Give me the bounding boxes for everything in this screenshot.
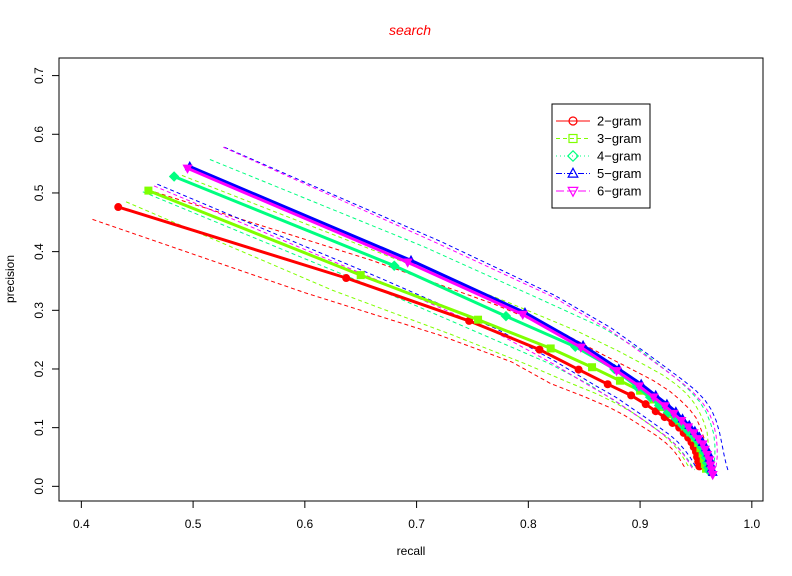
x-tick-label: 0.8 [520,517,537,531]
data-point [615,376,624,385]
x-tick-label: 0.5 [185,517,202,531]
data-point [633,382,645,392]
data-point [641,400,650,409]
legend-marker [567,186,579,198]
data-point [603,380,612,389]
data-point [659,402,670,412]
data-point [517,310,528,321]
data-point [648,393,659,403]
data-point [697,440,708,450]
x-tick-label: 0.6 [296,517,313,531]
x-axis-label: recall [397,544,426,558]
data-point [168,171,180,182]
data-point [546,344,555,353]
legend-entry: 3−gram [556,131,641,146]
series-3gram-lower-band [125,201,690,468]
data-point [651,407,660,416]
data-point [575,343,586,353]
data-point [500,310,512,322]
y-tick-label: 0.1 [32,419,46,436]
data-point [627,391,636,400]
x-tick-label: 0.7 [408,517,425,531]
x-tick-label: 0.9 [632,517,649,531]
data-point [704,456,715,466]
series-4gram-lower-band [142,191,696,471]
legend-label: 6−gram [597,184,641,199]
x-tick-label: 0.4 [73,517,90,531]
legend-entry: 4−gram [556,149,641,164]
y-tick-label: 0.0 [32,478,46,495]
data-point [474,315,483,324]
data-point [356,271,365,280]
y-tick-label: 0.2 [32,360,46,377]
y-axis: 0.0 0.1 0.2 0.3 0.4 0.5 0.6 0.7 [32,67,59,495]
legend-marker [566,149,580,163]
legend-marker [567,167,579,178]
x-axis: 0.4 0.5 0.6 0.7 0.8 0.9 1.0 [73,500,760,531]
y-axis-label: precision [3,255,17,303]
legend-entry: 5−gram [556,166,641,181]
data-point [588,363,597,372]
y-tick-label: 0.5 [32,184,46,201]
legend-label: 4−gram [597,149,641,164]
legend-entry: 6−gram [556,184,641,199]
data-point [693,435,704,445]
data-point [388,260,400,271]
series-5gram-upper-band [224,146,729,472]
series-2gram-lower-band [92,218,687,470]
data-point [342,274,351,283]
data-point [535,345,544,354]
series-3gram-upper-band [181,174,709,463]
legend-marker [568,116,578,126]
series-6gram [182,164,718,481]
data-point [114,203,123,212]
data-point [668,409,679,420]
series-6gram-lower-band [153,185,695,471]
y-tick-label: 0.7 [32,67,46,84]
data-point [688,429,699,439]
data-point [699,445,710,455]
series-4gram-upper-band [209,159,716,469]
data-point [611,367,622,377]
legend-entry: 2−gram [556,114,641,129]
legend-marker [568,133,578,144]
legend: 2−gram 3−gram 4−gram 5−gram 6−gram [551,103,651,209]
data-point [707,470,718,481]
series-6gram-upper-band [223,146,718,471]
y-tick-label: 0.3 [32,302,46,319]
data-point [676,416,687,427]
series-5gram-lower-band [157,183,698,469]
series-lines [114,160,718,481]
data-point [683,423,694,433]
data-point [702,450,713,461]
data-point [705,461,716,471]
data-point [706,466,717,476]
y-tick-label: 0.6 [32,126,46,143]
legend-label: 2−gram [597,114,641,129]
legend-label: 3−gram [597,131,641,146]
chart-title: search [389,22,431,38]
data-point [402,258,413,268]
data-point [182,164,193,174]
y-tick-label: 0.4 [32,243,46,260]
legend-label: 5−gram [597,166,641,181]
data-point [574,365,583,374]
data-point [144,186,153,195]
x-tick-label: 1.0 [743,517,760,531]
